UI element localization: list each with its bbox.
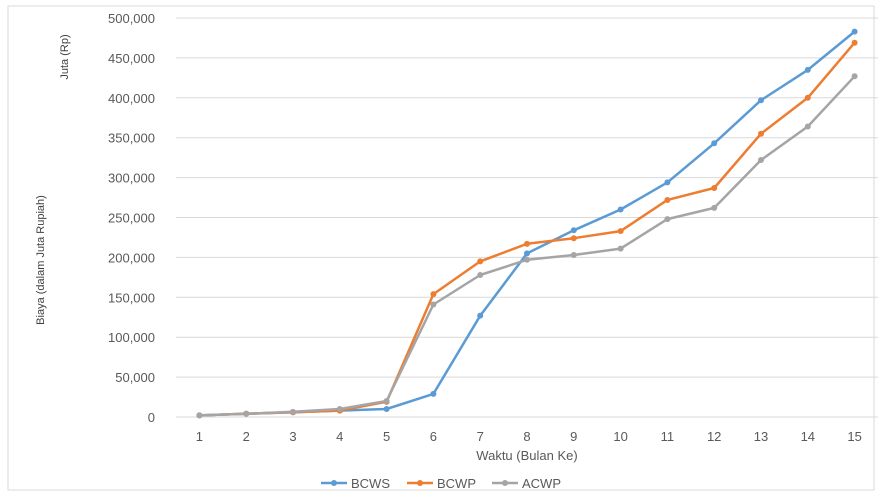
data-point-acwp [758,157,764,164]
data-point-bcwp [851,39,858,46]
data-point-bcws [430,390,437,397]
y-tick-label: 200,000 [108,250,155,265]
data-point-bcwp [804,94,811,101]
x-tick-label: 11 [661,429,675,444]
data-point-bcws [711,140,718,147]
data-point-bcws [477,312,484,319]
y-tick-label: 350,000 [108,131,155,146]
data-point-acwp [336,406,343,413]
y-tick-label: 0 [148,410,155,425]
data-point-bcws [804,66,811,73]
data-point-acwp [711,204,718,211]
x-tick-label: 6 [430,429,437,444]
x-tick-label: 4 [336,429,343,444]
data-point-bcws [383,406,390,413]
data-point-bcwp [570,235,577,242]
y-tick-label: 400,000 [108,91,155,106]
data-point-acwp [196,412,203,419]
data-point-bcws [851,28,858,35]
legend-marker-bcws [331,480,337,486]
legend-marker-bcwp [417,480,423,486]
x-tick-label: 15 [847,429,861,444]
data-point-bcwp [758,130,764,137]
x-tick-label: 5 [383,429,390,444]
data-point-acwp [430,301,437,308]
data-point-bcwp [430,291,437,298]
data-point-acwp [804,123,811,130]
data-point-bcwp [617,228,624,235]
x-tick-label: 8 [523,429,530,444]
y-tick-label: 100,000 [108,330,155,345]
y-tick-label: 250,000 [108,211,155,226]
y-tick-labels: 0 50,000 100,000 150,000 200,000 250,000 300,0… [108,11,155,425]
data-point-acwp [383,398,390,405]
data-point-acwp [477,271,484,278]
x-tick-label: 13 [754,429,768,444]
data-point-acwp [570,252,577,259]
data-point-acwp [524,256,530,263]
x-tick-label: 2 [243,429,250,444]
legend-marker-acwp [502,480,508,486]
x-tick-label: 1 [196,429,203,444]
data-point-bcwp [524,240,530,247]
legend-label-bcwp: BCWP [437,476,476,491]
x-tick-label: 14 [801,429,815,444]
y-tick-label: 300,000 [108,171,155,186]
legend: BCWS BCWP ACWP [321,476,561,491]
x-tick-label: 7 [477,429,484,444]
data-point-bcws [617,206,624,213]
legend-label-acwp: ACWP [522,476,561,491]
data-point-bcws [524,250,530,257]
y-tick-label: 450,000 [108,51,155,66]
grid-lines [176,17,878,418]
chart-frame [7,5,875,491]
data-point-bcws [664,179,671,186]
data-point-bcws [570,227,577,234]
data-point-acwp [851,73,858,80]
data-point-acwp [290,408,296,415]
y-tick-label: 500,000 [108,11,155,26]
y-tick-label: 50,000 [115,370,155,385]
y-axis-title: Biaya (dalam Juta Rupiah) [35,195,47,325]
data-point-bcwp [477,258,484,265]
data-point-acwp [243,410,250,417]
y-tick-label: 150,000 [108,290,155,305]
series-points [196,28,858,419]
x-tick-label: 9 [570,429,577,444]
x-axis-title: Waktu (Bulan Ke) [476,448,577,463]
data-point-bcwp [664,196,671,203]
x-tick-labels: 1 2 3 4 5 6 7 8 9 10 11 12 13 14 15 [196,429,862,444]
legend-label-bcws: BCWS [351,476,390,491]
y-unit-label: Juta (Rp) [59,34,71,79]
data-point-acwp [664,216,671,223]
data-point-bcwp [711,184,718,191]
x-tick-label: 3 [289,429,296,444]
x-tick-label: 12 [707,429,721,444]
x-tick-label: 10 [613,429,627,444]
data-point-bcws [758,97,764,104]
data-point-acwp [617,245,624,252]
